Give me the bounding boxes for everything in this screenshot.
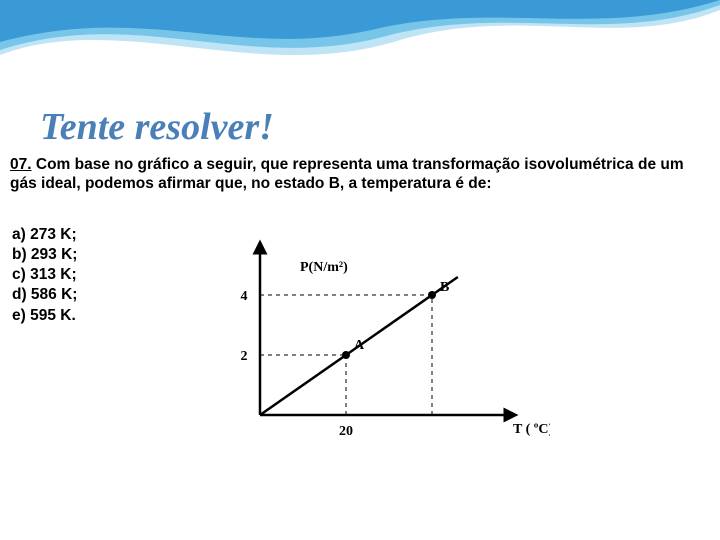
question-number: 07. [10, 156, 32, 173]
x-axis-label: T ( ºC) [513, 422, 550, 437]
options-list: a) 273 K; b) 293 K; c) 313 K; d) 586 K; … [12, 225, 77, 326]
ytick-label: 2 [241, 349, 248, 364]
point-b-label: B [440, 280, 449, 295]
chart-svg: P(N/m²) T ( ºC) A B 2 4 20 [220, 230, 550, 460]
point-a-label: A [354, 338, 365, 353]
option-d: d) 586 K; [12, 285, 77, 305]
option-b: b) 293 K; [12, 245, 77, 265]
header-wave [0, 0, 720, 100]
pt-chart: P(N/m²) T ( ºC) A B 2 4 20 [220, 230, 550, 460]
xtick-label: 20 [339, 424, 353, 439]
question-body: Com base no gráfico a seguir, que repres… [10, 156, 684, 192]
point-b [428, 291, 436, 299]
option-a: a) 273 K; [12, 225, 77, 245]
option-e: e) 595 K. [12, 306, 77, 326]
option-c: c) 313 K; [12, 265, 77, 285]
point-a [342, 351, 350, 359]
page-title: Tente resolver! [40, 105, 274, 149]
ytick-label: 4 [241, 289, 248, 304]
question-text: 07. Com base no gráfico a seguir, que re… [10, 155, 710, 194]
y-axis-label: P(N/m²) [300, 260, 348, 275]
